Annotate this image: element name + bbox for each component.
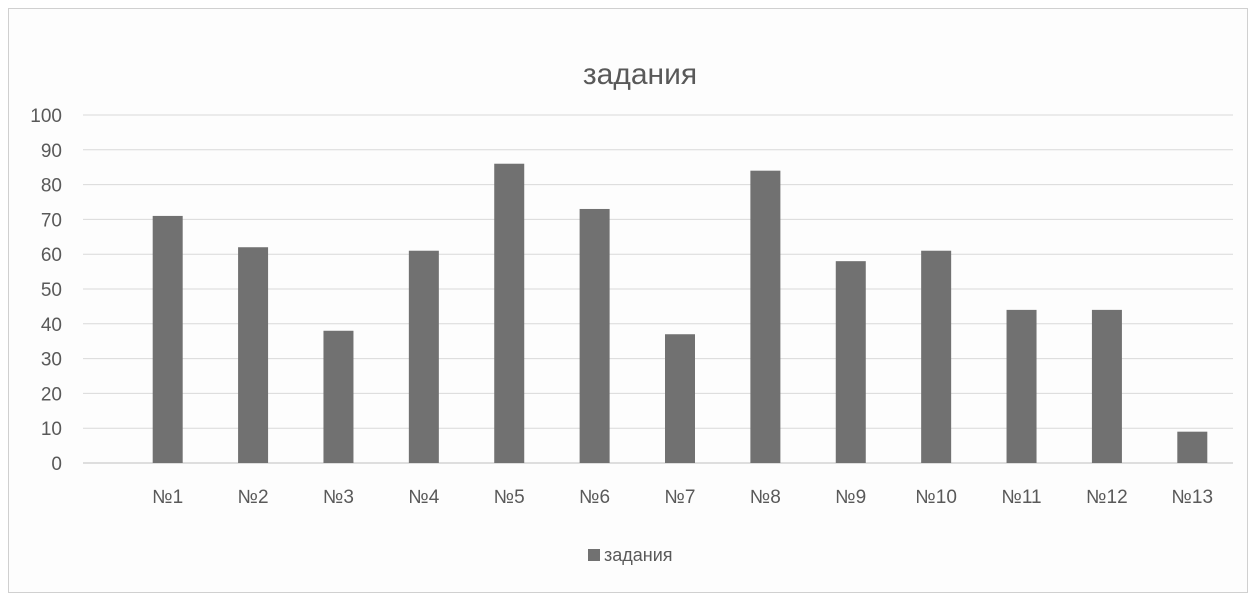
x-category-label: №8 [750, 487, 781, 508]
bar [921, 250, 952, 463]
x-category-label: №7 [665, 487, 696, 508]
y-tick-label: 40 [41, 315, 62, 336]
x-category-label: №3 [323, 487, 354, 508]
x-category-label: №9 [835, 487, 866, 508]
y-tick-label: 80 [41, 176, 62, 197]
x-category-label: №4 [408, 487, 439, 508]
x-category-label: №5 [494, 487, 525, 508]
chart-frame [8, 8, 1248, 593]
bar [323, 330, 354, 463]
y-tick-label: 50 [41, 280, 62, 301]
y-tick-label: 0 [51, 454, 62, 475]
x-category-label: №6 [579, 487, 610, 508]
chart-title: задания [583, 58, 697, 91]
legend-swatch [588, 549, 600, 561]
y-tick-label: 20 [41, 384, 62, 405]
gridlines [83, 114, 1233, 464]
bar [835, 261, 866, 463]
x-category-label: №1 [152, 487, 183, 508]
y-tick-label: 100 [30, 106, 62, 127]
x-category-label: №11 [1001, 487, 1041, 508]
bar [1006, 309, 1037, 463]
y-axis-tick-labels: 0 10 20 30 40 50 60 70 80 90 100 [30, 106, 62, 475]
bar [408, 250, 439, 463]
bar [152, 215, 183, 463]
bars [152, 163, 1208, 463]
bar [750, 170, 781, 463]
x-axis-category-labels: №1 №2 №3 №4 №5 №6 №7 №8 №9 №10 №11 №12 №13 [152, 487, 1213, 508]
y-tick-label: 90 [41, 141, 62, 162]
y-tick-label: 70 [41, 210, 62, 231]
x-category-label: №13 [1172, 487, 1214, 508]
x-category-label: №10 [915, 487, 957, 508]
x-category-label: №2 [238, 487, 269, 508]
bar [579, 208, 610, 463]
y-tick-label: 10 [41, 419, 62, 440]
x-category-label: №12 [1086, 487, 1128, 508]
bar [1177, 431, 1208, 463]
bar [494, 163, 525, 463]
bar [665, 334, 695, 463]
legend: задания [588, 545, 673, 565]
y-tick-label: 60 [41, 245, 62, 266]
y-tick-label: 30 [41, 350, 62, 371]
bar [1091, 309, 1122, 463]
legend-label: задания [604, 545, 673, 565]
bar [238, 247, 269, 463]
